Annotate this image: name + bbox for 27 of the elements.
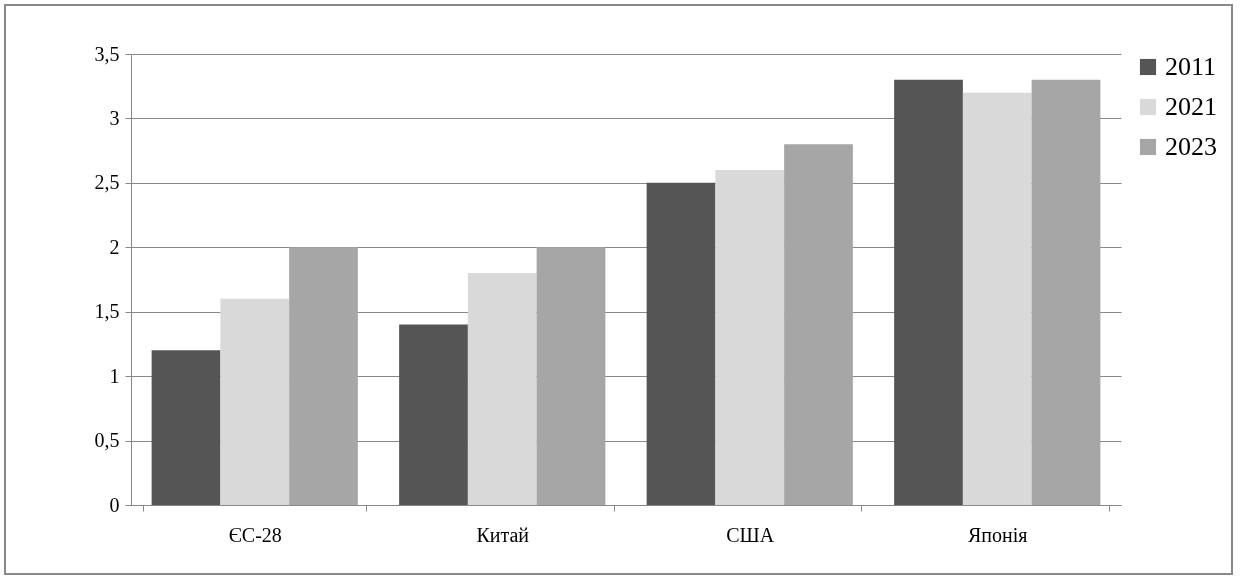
y-tick-label: 2	[109, 235, 120, 258]
bar	[220, 298, 290, 505]
y-tick-label: 0	[109, 493, 120, 516]
legend-label: 2011	[1165, 52, 1217, 81]
x-tick-label: ЄС-28	[228, 523, 282, 546]
y-tick-label: 0,5	[94, 429, 120, 452]
y-tick-label: 3,5	[94, 42, 120, 65]
legend-label: 2021	[1165, 92, 1217, 121]
bar	[467, 273, 537, 505]
bar	[536, 247, 606, 505]
x-tick-label: Китай	[476, 523, 530, 546]
bar	[1031, 79, 1101, 505]
bar	[715, 169, 785, 505]
y-tick-label: 1,5	[94, 300, 120, 323]
bar	[784, 144, 853, 505]
y-tick-label: 3	[109, 106, 120, 129]
y-tick-label: 2,5	[94, 171, 120, 194]
bar	[399, 324, 468, 505]
legend-label: 2023	[1165, 132, 1217, 161]
bar	[151, 350, 221, 505]
bar	[289, 247, 358, 505]
bar	[962, 92, 1032, 505]
x-tick-label: Японія	[967, 523, 1028, 546]
bar	[646, 182, 716, 505]
x-tick-label: США	[726, 523, 775, 546]
y-tick-label: 1	[109, 364, 120, 387]
bar	[894, 79, 963, 505]
